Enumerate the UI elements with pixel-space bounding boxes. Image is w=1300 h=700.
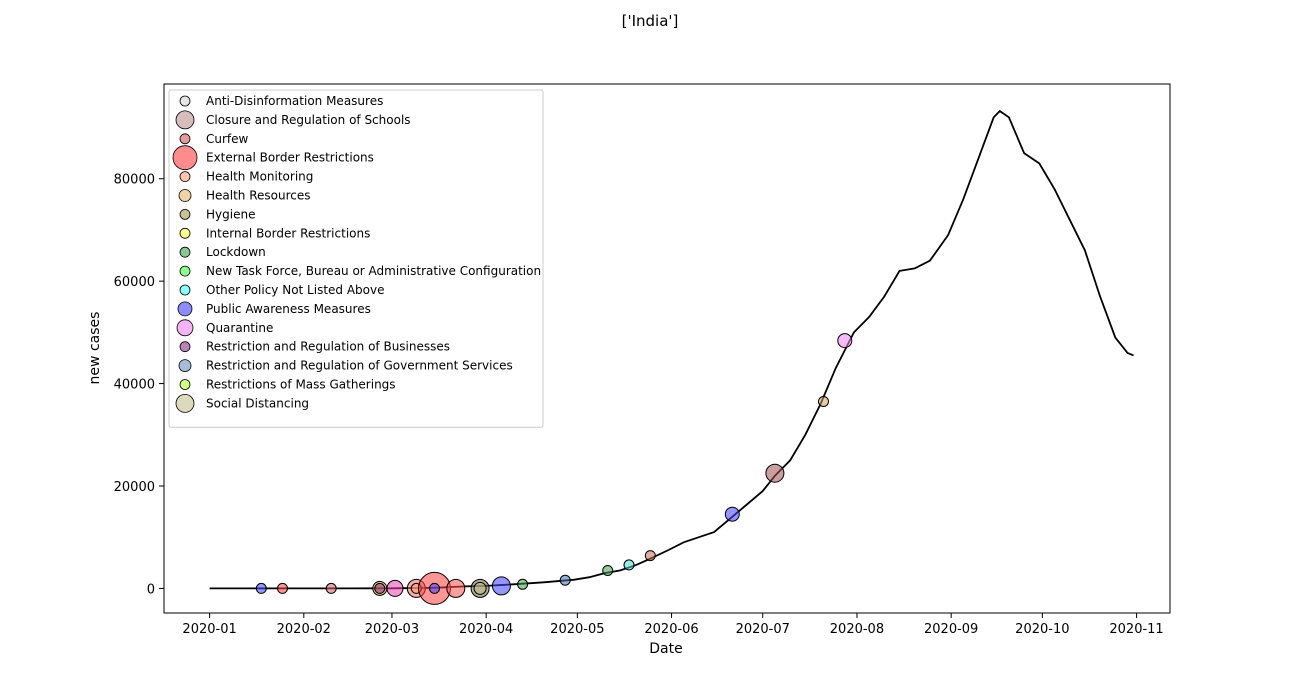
legend-label-2: Curfew xyxy=(206,132,249,146)
y-axis: 0 20000 40000 60000 80000 xyxy=(114,173,164,597)
x-tick-label-1: 2020-02 xyxy=(277,622,331,637)
legend-marker-11 xyxy=(177,301,193,317)
x-tick-label-5: 2020-06 xyxy=(644,622,698,637)
policy-marker-2 xyxy=(325,582,337,594)
policy-marker-14 xyxy=(517,578,529,590)
legend-label-12: Quarantine xyxy=(206,321,273,335)
legend-marker-9 xyxy=(179,265,191,277)
policy-marker-0 xyxy=(255,582,267,594)
legend-label-0: Anti-Disinformation Measures xyxy=(206,94,383,108)
legend-label-4: Health Monitoring xyxy=(206,170,313,184)
policy-marker-15 xyxy=(559,574,571,586)
policy-marker-20 xyxy=(765,463,785,483)
x-tick-label-3: 2020-04 xyxy=(459,622,513,637)
legend-label-1: Closure and Regulation of Schools xyxy=(206,113,411,127)
policy-marker-21 xyxy=(818,396,829,407)
x-tick-label-8: 2020-09 xyxy=(924,622,978,637)
legend-label-13: Restriction and Regulation of Businesses xyxy=(206,340,450,354)
legend-box xyxy=(168,89,544,428)
legend-marker-2 xyxy=(179,133,191,145)
new-cases-line xyxy=(209,109,1134,590)
legend-marker-5 xyxy=(178,189,192,202)
policy-marker-12 xyxy=(473,581,487,595)
legend-label-10: Other Policy Not Listed Above xyxy=(206,283,385,297)
y-tick-label-4: 80000 xyxy=(114,173,155,188)
legend: Anti-Disinformation Measures Closure and … xyxy=(168,89,544,428)
legend-label-7: Internal Border Restrictions xyxy=(206,226,370,240)
policy-marker-19 xyxy=(724,506,740,522)
legend-marker-14 xyxy=(178,359,192,373)
x-tick-label-9: 2020-10 xyxy=(1015,622,1069,637)
legend-marker-13 xyxy=(179,341,191,353)
legend-marker-12 xyxy=(176,319,194,337)
policy-marker-22 xyxy=(837,333,853,349)
legend-label-3: External Border Restrictions xyxy=(206,151,374,165)
x-tick-label-0: 2020-01 xyxy=(182,622,236,637)
policy-marker-18 xyxy=(644,550,656,562)
legend-label-5: Health Resources xyxy=(206,189,311,203)
y-axis-label: new cases xyxy=(87,312,103,385)
x-tick-label-6: 2020-07 xyxy=(736,622,790,637)
policy-marker-16 xyxy=(602,565,614,576)
legend-label-9: New Task Force, Bureau or Administrative… xyxy=(206,264,541,278)
legend-marker-0 xyxy=(179,95,191,107)
legend-marker-8 xyxy=(179,246,191,258)
legend-label-16: Social Distancing xyxy=(206,396,309,410)
x-tick-label-7: 2020-08 xyxy=(830,622,884,637)
policy-marker-10 xyxy=(446,578,466,598)
legend-label-8: Lockdown xyxy=(206,245,266,259)
y-tick-label-2: 40000 xyxy=(114,378,155,393)
x-tick-label-10: 2020-11 xyxy=(1109,622,1163,637)
y-tick-label-0: 0 xyxy=(147,582,155,597)
policy-marker-5 xyxy=(386,579,404,597)
policy-marker-4 xyxy=(374,582,386,594)
legend-marker-15 xyxy=(179,379,191,390)
policy-marker-13 xyxy=(491,576,511,596)
y-tick-label-3: 60000 xyxy=(114,275,155,290)
y-tick-label-1: 20000 xyxy=(114,480,155,495)
legend-marker-7 xyxy=(179,227,191,239)
plot-area xyxy=(209,109,1134,605)
legend-marker-3 xyxy=(172,145,198,171)
plot-frame xyxy=(163,83,1171,614)
legend-marker-16 xyxy=(175,393,195,413)
policy-marker-9 xyxy=(429,582,440,594)
legend-label-6: Hygiene xyxy=(206,207,255,221)
x-axis: 2020-01 2020-02 2020-03 2020-04 2020-05 2020-… xyxy=(182,613,1164,637)
x-tick-label-2: 2020-03 xyxy=(365,622,419,637)
legend-label-15: Restrictions of Mass Gatherings xyxy=(206,378,396,392)
legend-label-11: Public Awareness Measures xyxy=(206,302,371,316)
legend-marker-10 xyxy=(179,284,191,296)
legend-label-14: Restriction and Regulation of Government… xyxy=(206,359,513,373)
legend-marker-6 xyxy=(179,208,191,220)
policy-marker-1 xyxy=(277,582,288,594)
legend-marker-1 xyxy=(175,110,195,130)
policy-marker-17 xyxy=(623,559,635,571)
legend-marker-4 xyxy=(179,171,191,183)
chart-title: ['India'] xyxy=(622,12,679,30)
x-axis-label: Date xyxy=(649,641,682,657)
x-tick-label-4: 2020-05 xyxy=(550,622,604,637)
